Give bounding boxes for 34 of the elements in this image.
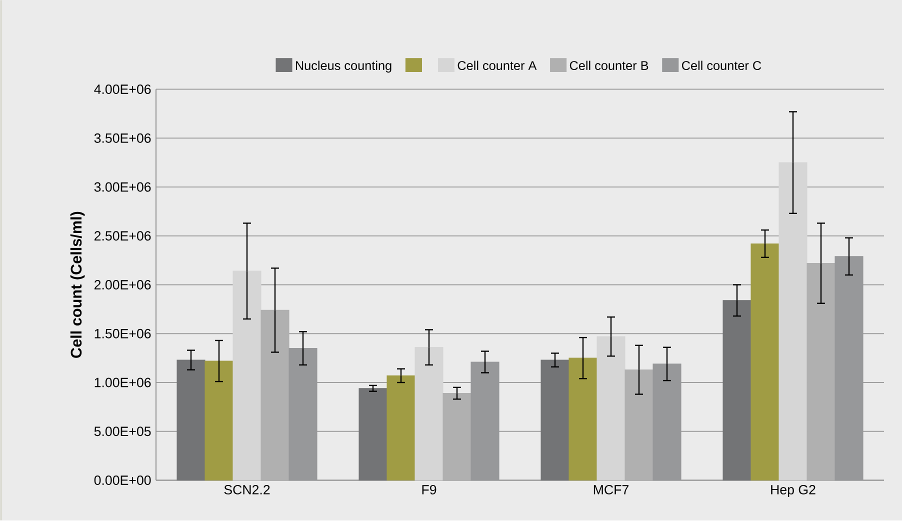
bar [806, 263, 836, 481]
legend-label: Nucleus counting [296, 60, 392, 73]
bar [596, 336, 626, 481]
y-tick-label: 3.00E+06 [94, 182, 151, 192]
legend-label: Cell counter B [570, 60, 648, 70]
y-tick-label: 2.50E+06 [94, 231, 151, 241]
bar [232, 271, 262, 481]
bar [540, 360, 570, 481]
bar [568, 358, 598, 481]
x-tick-label: F9 [422, 485, 436, 495]
legend-label: Cell counter C [682, 60, 762, 70]
y-tick-label: 1.00E+06 [94, 378, 151, 388]
y-tick-label: 4.00E+06 [94, 84, 151, 94]
bar [386, 376, 416, 481]
bar [176, 360, 206, 481]
bar [722, 300, 752, 481]
y-tick-label: 1.50E+06 [94, 329, 151, 339]
bar [204, 360, 234, 481]
bar [358, 388, 388, 481]
y-tick-label: 3.50E+06 [94, 134, 151, 144]
bar [778, 162, 808, 481]
bar [442, 393, 472, 481]
x-tick-label: SCN2.2 [224, 485, 270, 495]
bar [624, 370, 654, 481]
y-axis-title: Cell count (Cells/ml) [70, 212, 85, 358]
bar [750, 244, 780, 481]
y-tick-label: 0.00E+00 [94, 476, 151, 486]
x-tick-label: MCF7 [594, 485, 628, 495]
x-tick-label: Hep G2 [771, 485, 816, 498]
y-tick-label: 5.00E+05 [94, 426, 151, 436]
bar [260, 310, 290, 481]
legend-label: Cell counter A [458, 60, 537, 70]
bar [414, 347, 444, 481]
y-tick-label: 2.00E+06 [94, 280, 151, 290]
